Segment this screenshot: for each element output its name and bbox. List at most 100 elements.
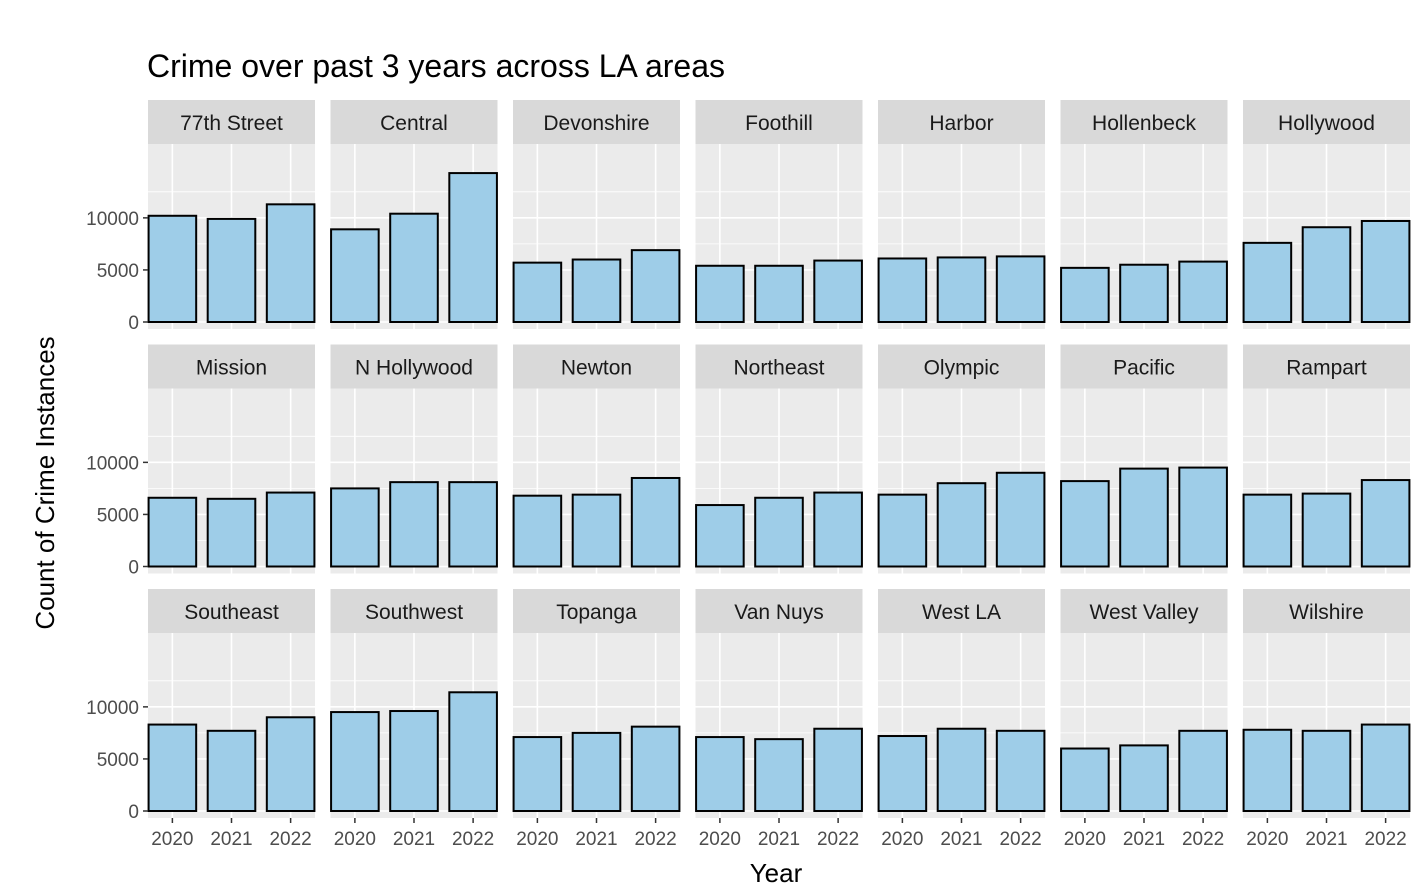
facet-strip — [148, 100, 315, 144]
bar-2022 — [265, 203, 316, 324]
bar-2022 — [1178, 260, 1228, 324]
bar-2020 — [1060, 266, 1110, 323]
facet-label: 77th Street — [180, 112, 283, 135]
facet-panels: 77th Street 0 5000 10000 Central Devonshire Fo… — [86, 100, 1411, 850]
facet-hollywood: Hollywood — [1242, 100, 1411, 329]
x-tick-label: 2020 — [1064, 829, 1106, 850]
bar-2020 — [695, 264, 745, 323]
x-tick-label: 2022 — [634, 829, 676, 850]
x-tick-label: 2021 — [393, 829, 435, 850]
bar-2021 — [206, 217, 257, 323]
facet-label: Hollywood — [1278, 112, 1375, 135]
chart-title: Crime over past 3 years across LA areas — [147, 48, 725, 84]
bar-2021 — [389, 212, 439, 323]
facet-label: Van Nuys — [734, 601, 824, 624]
facet-strip — [695, 589, 863, 633]
facet-strip — [878, 344, 1045, 389]
facet-label: Southeast — [184, 601, 279, 624]
facet-label: Wilshire — [1289, 601, 1364, 624]
bar-2021 — [389, 481, 439, 568]
facet-southwest: Southwest 2020 2021 2022 — [330, 589, 498, 850]
facet-west-la: West LA 2020 2021 2022 — [877, 589, 1046, 850]
facet-label: Northeast — [733, 357, 824, 380]
facet-strip — [330, 344, 498, 389]
facet-olympic: Olympic — [877, 344, 1046, 574]
facet-label: Harbor — [929, 112, 993, 135]
bar-2020 — [695, 736, 745, 812]
bar-2022 — [813, 491, 863, 568]
bar-2021 — [754, 738, 804, 813]
x-tick-label: 2020 — [516, 829, 558, 850]
bar-2020 — [330, 711, 380, 813]
facet-harbor: Harbor — [877, 100, 1046, 329]
bar-2020 — [512, 261, 563, 324]
bar-2020 — [330, 228, 380, 324]
facet-label: N Hollywood — [355, 357, 473, 380]
x-tick-label: 2022 — [999, 829, 1041, 850]
facet-strip — [513, 344, 680, 389]
bar-2022 — [265, 491, 316, 568]
bar-2022 — [1178, 466, 1228, 568]
bar-2020 — [1242, 728, 1293, 812]
facet-label: Olympic — [924, 357, 1000, 380]
facet-label: Rampart — [1286, 357, 1367, 380]
bar-2020 — [147, 496, 198, 568]
bar-2021 — [1119, 467, 1169, 568]
bar-2020 — [512, 736, 563, 812]
facet-west-valley: West Valley 2020 2021 2022 — [1060, 589, 1228, 850]
facet-pacific: Pacific — [1060, 344, 1228, 574]
x-tick-label: 2021 — [1123, 829, 1165, 850]
facet-label: Central — [380, 112, 448, 135]
y-tick-label: 10000 — [86, 453, 139, 474]
facet-strip — [148, 589, 315, 633]
bar-2021 — [389, 710, 439, 812]
x-tick-label: 2021 — [1305, 829, 1347, 850]
bar-2020 — [1060, 747, 1110, 812]
facet-strip — [878, 100, 1045, 144]
facet-77th-street: 77th Street 0 5000 10000 — [86, 100, 316, 334]
facet-label: Southwest — [365, 601, 463, 624]
x-tick-label: 2021 — [575, 829, 617, 850]
x-tick-label: 2022 — [269, 829, 311, 850]
facet-strip — [878, 589, 1045, 633]
facet-strip — [1243, 100, 1410, 144]
facet-southeast: Southeast 0 5000 10000 2020 2021 2022 — [86, 589, 316, 850]
bar-2020 — [695, 504, 745, 568]
bar-2022 — [1360, 219, 1411, 323]
bar-2021 — [206, 729, 257, 812]
bar-2020 — [877, 493, 928, 568]
x-tick-label: 2021 — [758, 829, 800, 850]
facet-central: Central — [330, 100, 498, 329]
facet-strip — [330, 589, 498, 633]
y-tick-label: 10000 — [86, 698, 139, 719]
facet-van-nuys: Van Nuys 2020 2021 2022 — [695, 589, 863, 850]
facet-mission: Mission 0 5000 10000 — [86, 344, 316, 579]
bar-2021 — [206, 497, 257, 568]
facet-strip — [513, 589, 680, 633]
y-tick-label: 5000 — [97, 261, 139, 282]
facet-hollenbeck: Hollenbeck — [1060, 100, 1228, 329]
x-tick-label: 2020 — [699, 829, 741, 850]
bar-2021 — [571, 731, 622, 812]
bar-2021 — [1301, 226, 1352, 323]
x-tick-label: 2020 — [151, 829, 193, 850]
bar-2021 — [1119, 744, 1169, 813]
x-axis-title: Year — [750, 858, 803, 888]
x-tick-label: 2022 — [817, 829, 859, 850]
bar-2022 — [630, 249, 681, 323]
y-tick-label: 5000 — [97, 750, 139, 771]
x-tick-label: 2021 — [940, 829, 982, 850]
facet-label: West Valley — [1090, 601, 1199, 624]
bar-2022 — [995, 255, 1046, 323]
bar-2022 — [813, 727, 863, 812]
bar-2021 — [571, 493, 622, 568]
facet-strip — [1060, 100, 1228, 144]
facet-label: Newton — [561, 357, 632, 380]
bar-2022 — [813, 259, 863, 324]
bar-2022 — [265, 716, 316, 813]
facet-label: West LA — [922, 601, 1001, 624]
x-tick-label: 2022 — [452, 829, 494, 850]
bar-2022 — [995, 471, 1046, 568]
bar-2020 — [1060, 480, 1110, 568]
